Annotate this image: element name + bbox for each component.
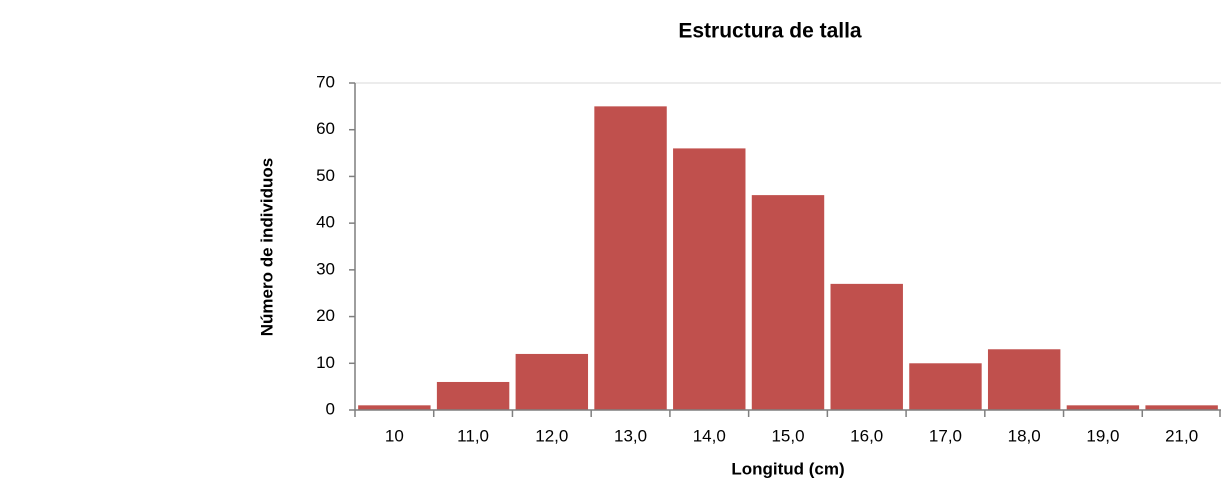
x-tick-label: 19,0 bbox=[1086, 426, 1119, 445]
y-tick-label: 60 bbox=[316, 119, 335, 138]
x-tick-label: 10 bbox=[385, 426, 404, 445]
x-tick-label: 17,0 bbox=[929, 426, 962, 445]
chart-title: Estructura de talla bbox=[678, 20, 862, 43]
x-tick-label: 14,0 bbox=[693, 426, 726, 445]
bar bbox=[673, 148, 746, 410]
y-tick-label: 30 bbox=[316, 259, 335, 278]
x-tick-label: 12,0 bbox=[535, 426, 568, 445]
y-tick-label: 10 bbox=[316, 353, 335, 372]
y-tick-label: 0 bbox=[326, 399, 335, 418]
x-tick-label: 15,0 bbox=[771, 426, 804, 445]
y-tick-label: 50 bbox=[316, 166, 335, 185]
bar bbox=[909, 363, 982, 410]
bar bbox=[987, 349, 1061, 410]
bar bbox=[1145, 405, 1218, 410]
y-tick-label: 40 bbox=[316, 213, 335, 232]
bar bbox=[830, 283, 903, 410]
y-axis-label: Número de individuos bbox=[257, 158, 276, 337]
bar bbox=[358, 405, 431, 410]
x-tick-label: 11,0 bbox=[457, 426, 489, 445]
bar bbox=[1066, 405, 1140, 410]
y-tick-label: 20 bbox=[316, 306, 335, 325]
x-tick-label: 18,0 bbox=[1008, 426, 1041, 445]
x-tick-label: 13,0 bbox=[614, 426, 647, 445]
bar bbox=[751, 195, 825, 410]
x-axis-label: Longitud (cm) bbox=[731, 459, 844, 478]
x-tick-label: 21,0 bbox=[1165, 426, 1198, 445]
y-tick-label: 70 bbox=[316, 72, 335, 91]
bar bbox=[594, 106, 667, 410]
x-tick-label: 16,0 bbox=[850, 426, 883, 445]
bar bbox=[436, 381, 510, 410]
bar bbox=[515, 353, 589, 410]
